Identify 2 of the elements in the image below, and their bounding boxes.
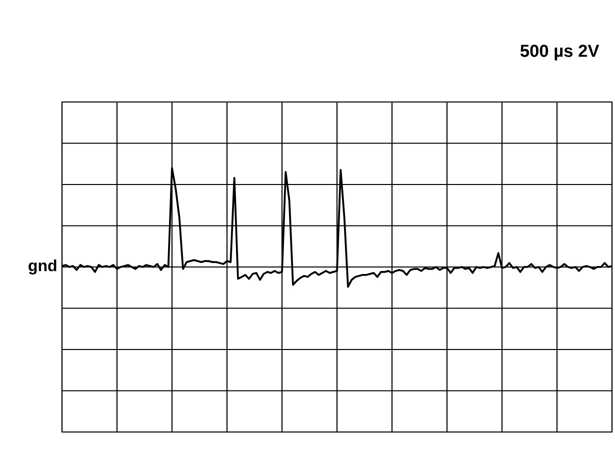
chart-title: 500 µs 2V <box>520 44 600 60</box>
ref-line-label: gnd <box>28 260 56 274</box>
